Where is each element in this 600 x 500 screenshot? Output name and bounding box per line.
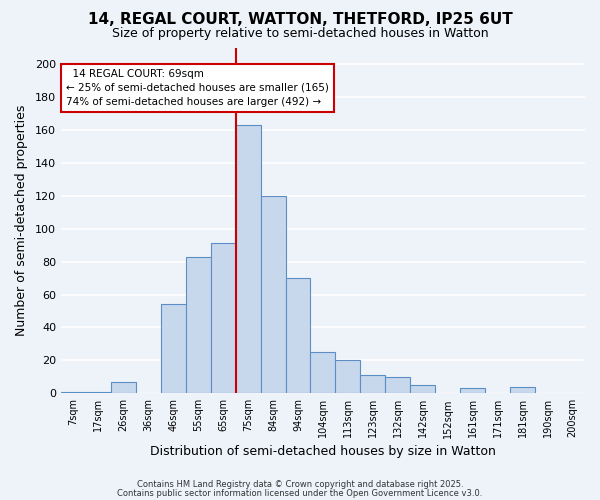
Text: 14, REGAL COURT, WATTON, THETFORD, IP25 6UT: 14, REGAL COURT, WATTON, THETFORD, IP25 …: [88, 12, 512, 28]
Text: Contains HM Land Registry data © Crown copyright and database right 2025.: Contains HM Land Registry data © Crown c…: [137, 480, 463, 489]
Bar: [236, 125, 260, 394]
Bar: [161, 304, 186, 394]
Bar: [86, 392, 111, 394]
Bar: [410, 385, 435, 394]
Bar: [335, 360, 361, 394]
Bar: [286, 278, 310, 394]
Bar: [61, 392, 86, 394]
Bar: [186, 256, 211, 394]
Bar: [310, 352, 335, 394]
X-axis label: Distribution of semi-detached houses by size in Watton: Distribution of semi-detached houses by …: [150, 444, 496, 458]
Bar: [385, 377, 410, 394]
Bar: [211, 244, 236, 394]
Bar: [460, 388, 485, 394]
Bar: [361, 375, 385, 394]
Bar: [260, 196, 286, 394]
Bar: [111, 382, 136, 394]
Y-axis label: Number of semi-detached properties: Number of semi-detached properties: [15, 104, 28, 336]
Bar: [510, 386, 535, 394]
Text: 14 REGAL COURT: 69sqm
← 25% of semi-detached houses are smaller (165)
74% of sem: 14 REGAL COURT: 69sqm ← 25% of semi-deta…: [66, 69, 329, 107]
Text: Contains public sector information licensed under the Open Government Licence v3: Contains public sector information licen…: [118, 488, 482, 498]
Text: Size of property relative to semi-detached houses in Watton: Size of property relative to semi-detach…: [112, 28, 488, 40]
